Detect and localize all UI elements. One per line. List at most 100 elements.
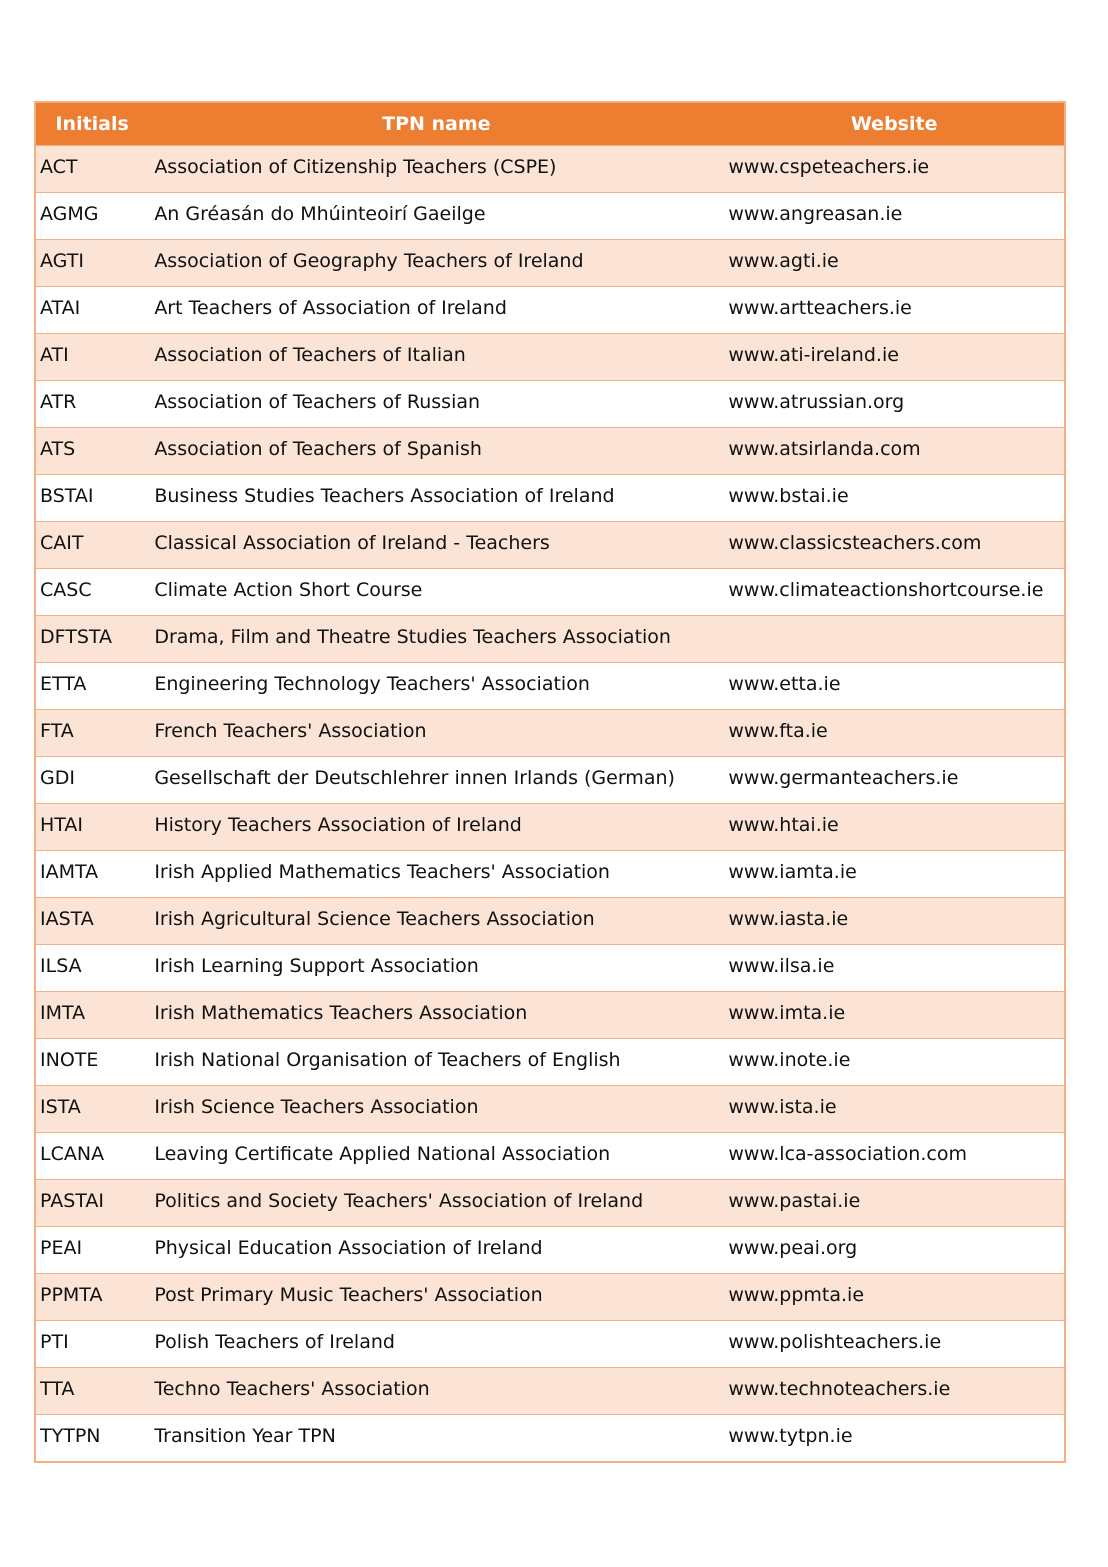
website-cell[interactable]: www.iasta.ie (724, 897, 1065, 945)
table-row: INOTE Irish National Organisation of Teac… (35, 1038, 1065, 1086)
website-cell[interactable]: www.peai.org (724, 1226, 1065, 1274)
table-row: ATS Association of Teachers of Spanish www… (35, 427, 1065, 475)
table-row: ETTA Engineering Technology Teachers' Ass… (35, 662, 1065, 710)
table-row: TTA Techno Teachers' Association www.techn… (35, 1367, 1065, 1415)
tpn-name-cell: Art Teachers of Association of Ireland (148, 286, 725, 334)
initials-cell: IASTA (35, 897, 149, 945)
website-cell[interactable]: www.ilsa.ie (724, 944, 1065, 992)
table-row: IMTA Irish Mathematics Teachers Associati… (35, 991, 1065, 1039)
initials-cell: PASTAI (35, 1179, 149, 1227)
initials-cell: ATAI (35, 286, 149, 334)
website-cell[interactable]: www.lca-association.com (724, 1132, 1065, 1180)
table-row: HTAI History Teachers Association of Irel… (35, 803, 1065, 851)
table-row: ILSA Irish Learning Support Association ww… (35, 944, 1065, 992)
tpn-name-cell: Association of Teachers of Spanish (148, 427, 725, 475)
website-cell[interactable]: www.climateactionshortcourse.ie (724, 568, 1065, 616)
website-cell[interactable]: www.iamta.ie (724, 850, 1065, 898)
tpn-name-cell: French Teachers' Association (148, 709, 725, 757)
tpn-name-cell: Politics and Society Teachers' Associati… (148, 1179, 725, 1227)
website-cell[interactable]: www.cspeteachers.ie (724, 145, 1065, 193)
table-row: BSTAI Business Studies Teachers Associati… (35, 474, 1065, 522)
tpn-name-cell: Polish Teachers of Ireland (148, 1320, 725, 1368)
table-row: ATR Association of Teachers of Russian www… (35, 380, 1065, 428)
table-row: PTI Polish Teachers of Ireland www.polisht… (35, 1320, 1065, 1368)
tpn-name-cell: Irish Learning Support Association (148, 944, 725, 992)
website-cell[interactable]: www.tytpn.ie (724, 1414, 1065, 1462)
website-cell (724, 615, 1065, 663)
header-tpn-name: TPN name (148, 102, 725, 146)
website-cell[interactable]: www.etta.ie (724, 662, 1065, 710)
tpn-name-cell: Irish Science Teachers Association (148, 1085, 725, 1133)
tpn-name-cell: Leaving Certificate Applied National Ass… (148, 1132, 725, 1180)
tpn-name-cell: Association of Citizenship Teachers (CSP… (148, 145, 725, 193)
initials-cell: FTA (35, 709, 149, 757)
initials-cell: ATR (35, 380, 149, 428)
table-row: PPMTA Post Primary Music Teachers' Associ… (35, 1273, 1065, 1321)
initials-cell: PEAI (35, 1226, 149, 1274)
table-row: ISTA Irish Science Teachers Association ww… (35, 1085, 1065, 1133)
table-row: GDI Gesellschaft der Deutschlehrer innen … (35, 756, 1065, 804)
initials-cell: ILSA (35, 944, 149, 992)
tpn-name-cell: Physical Education Association of Irelan… (148, 1226, 725, 1274)
tpn-name-cell: Irish Agricultural Science Teachers Asso… (148, 897, 725, 945)
tpn-name-cell: Techno Teachers' Association (148, 1367, 725, 1415)
website-cell[interactable]: www.classicsteachers.com (724, 521, 1065, 569)
website-cell[interactable]: www.atrussian.org (724, 380, 1065, 428)
tpn-name-cell: History Teachers Association of Ireland (148, 803, 725, 851)
website-cell[interactable]: www.fta.ie (724, 709, 1065, 757)
header-initials: Initials (35, 102, 149, 146)
initials-cell: INOTE (35, 1038, 149, 1086)
table-row: CASC Climate Action Short Course www.clima… (35, 568, 1065, 616)
website-cell[interactable]: www.ppmta.ie (724, 1273, 1065, 1321)
website-cell[interactable]: www.pastai.ie (724, 1179, 1065, 1227)
table-row: AGTI Association of Geography Teachers of… (35, 239, 1065, 287)
website-cell[interactable]: www.bstai.ie (724, 474, 1065, 522)
table-row: IASTA Irish Agricultural Science Teachers… (35, 897, 1065, 945)
tpn-table: Initials TPN name Website ACT Association… (34, 101, 1066, 1463)
header-row: Initials TPN name Website (35, 102, 1065, 146)
website-cell[interactable]: www.ati-ireland.ie (724, 333, 1065, 381)
website-cell[interactable]: www.ista.ie (724, 1085, 1065, 1133)
table-row: TYTPN Transition Year TPN www.tytpn.ie (35, 1414, 1065, 1462)
website-cell[interactable]: www.agti.ie (724, 239, 1065, 287)
initials-cell: TYTPN (35, 1414, 149, 1462)
website-cell[interactable]: www.artteachers.ie (724, 286, 1065, 334)
table-row: PASTAI Politics and Society Teachers' Ass… (35, 1179, 1065, 1227)
table-row: ACT Association of Citizenship Teachers (… (35, 145, 1065, 193)
tpn-name-cell: Classical Association of Ireland - Teach… (148, 521, 725, 569)
initials-cell: LCANA (35, 1132, 149, 1180)
website-cell[interactable]: www.technoteachers.ie (724, 1367, 1065, 1415)
initials-cell: DFTSTA (35, 615, 149, 663)
table-row: AGMG An Gréasán do Mhúinteoirí Gaeilge www… (35, 192, 1065, 240)
website-cell[interactable]: www.germanteachers.ie (724, 756, 1065, 804)
initials-cell: ACT (35, 145, 149, 193)
tpn-name-cell: Engineering Technology Teachers' Associa… (148, 662, 725, 710)
tpn-name-cell: Irish Applied Mathematics Teachers' Asso… (148, 850, 725, 898)
tpn-name-cell: Irish National Organisation of Teachers … (148, 1038, 725, 1086)
tpn-name-cell: Climate Action Short Course (148, 568, 725, 616)
table-row: IAMTA Irish Applied Mathematics Teachers'… (35, 850, 1065, 898)
website-cell[interactable]: www.atsirlanda.com (724, 427, 1065, 475)
website-cell[interactable]: www.polishteachers.ie (724, 1320, 1065, 1368)
header-website: Website (724, 102, 1065, 146)
table-row: DFTSTA Drama, Film and Theatre Studies Te… (35, 615, 1065, 663)
initials-cell: PPMTA (35, 1273, 149, 1321)
tpn-name-cell: Business Studies Teachers Association of… (148, 474, 725, 522)
website-cell[interactable]: www.inote.ie (724, 1038, 1065, 1086)
website-cell[interactable]: www.angreasan.ie (724, 192, 1065, 240)
table-row: ATAI Art Teachers of Association of Irela… (35, 286, 1065, 334)
initials-cell: CAIT (35, 521, 149, 569)
website-cell[interactable]: www.imta.ie (724, 991, 1065, 1039)
table-row: CAIT Classical Association of Ireland - T… (35, 521, 1065, 569)
table-row: LCANA Leaving Certificate Applied Nationa… (35, 1132, 1065, 1180)
tpn-name-cell: Transition Year TPN (148, 1414, 725, 1462)
tpn-name-cell: Drama, Film and Theatre Studies Teachers… (148, 615, 725, 663)
tpn-name-cell: Association of Teachers of Italian (148, 333, 725, 381)
initials-cell: PTI (35, 1320, 149, 1368)
tpn-name-cell: Irish Mathematics Teachers Association (148, 991, 725, 1039)
tpn-name-cell: An Gréasán do Mhúinteoirí Gaeilge (148, 192, 725, 240)
website-cell[interactable]: www.htai.ie (724, 803, 1065, 851)
initials-cell: IMTA (35, 991, 149, 1039)
initials-cell: ATI (35, 333, 149, 381)
table-row: ATI Association of Teachers of Italian www… (35, 333, 1065, 381)
